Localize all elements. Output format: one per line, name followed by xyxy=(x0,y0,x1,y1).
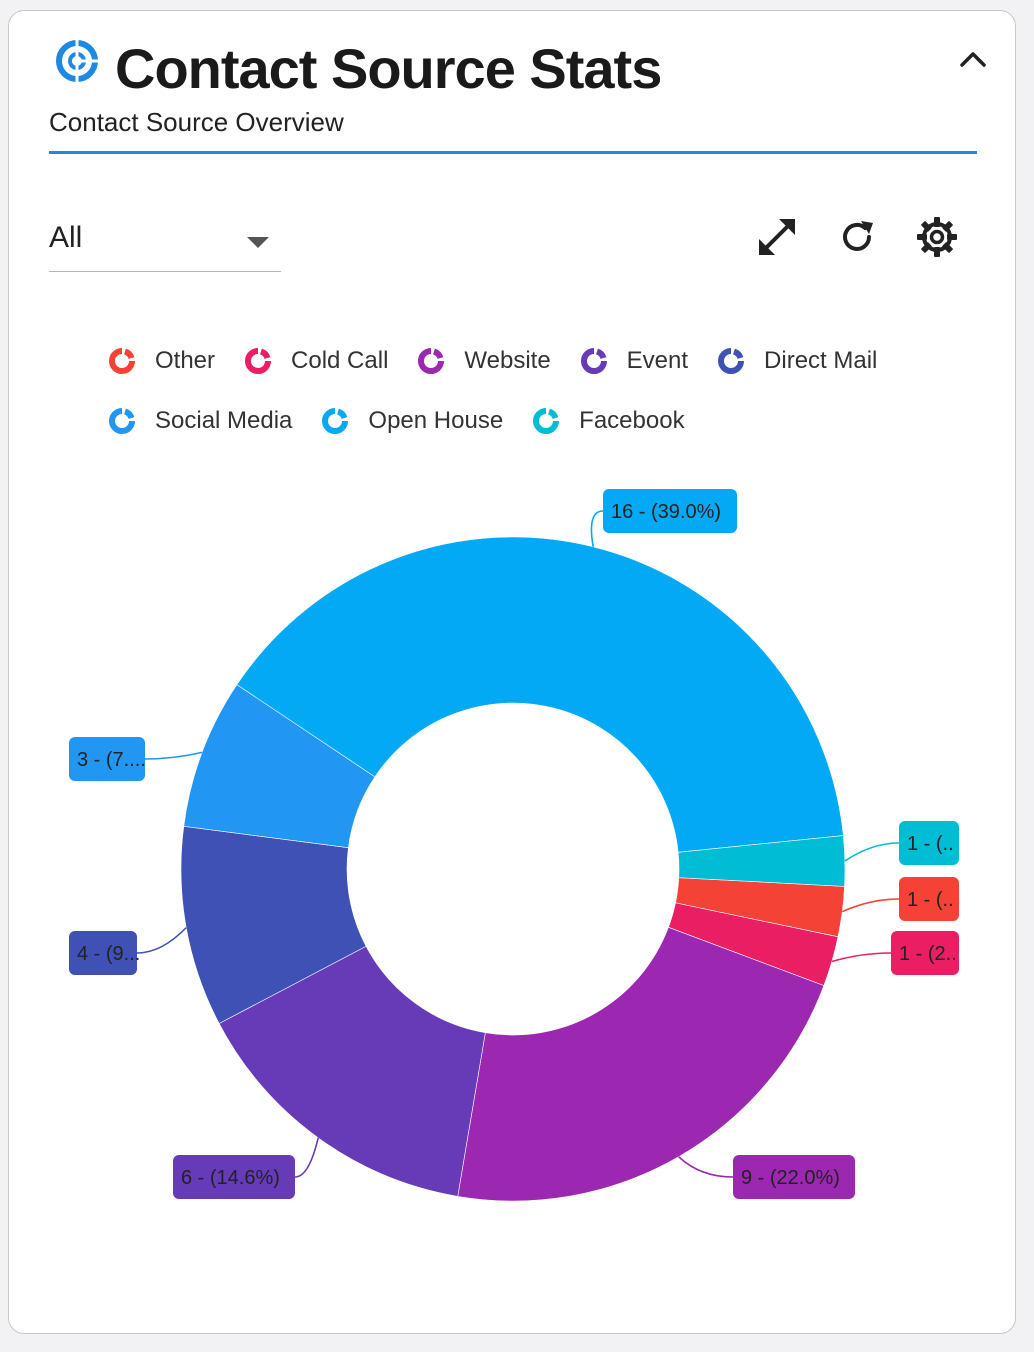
slice-facebook[interactable] xyxy=(677,835,846,887)
legend-item-website[interactable]: Website xyxy=(418,347,551,375)
chart-legend: Other Cold Call Website Event Direct Mail So… xyxy=(109,331,969,451)
data-label-box xyxy=(733,1155,855,1199)
legend-label: Other xyxy=(155,347,216,374)
legend-donut-icon xyxy=(418,348,445,374)
chevron-up-icon[interactable] xyxy=(955,41,991,77)
data-label-box xyxy=(899,821,959,865)
data-label-box xyxy=(69,931,137,975)
slice-website[interactable] xyxy=(457,926,825,1202)
legend-item-social-media[interactable]: Social Media xyxy=(109,407,292,435)
data-label-social-media: 3 - (7.... xyxy=(77,749,146,771)
legend-donut-icon xyxy=(109,348,135,374)
slice-event[interactable] xyxy=(218,945,486,1197)
legend-label: Event xyxy=(626,347,689,374)
data-label-facebook: 1 - (.. xyxy=(907,833,954,855)
legend-donut-icon xyxy=(533,408,560,434)
legend-label: Open House xyxy=(368,407,504,434)
legend-label: Facebook xyxy=(579,407,685,434)
data-label-box xyxy=(891,931,959,975)
legend-donut-icon xyxy=(245,348,272,374)
caret-down-icon xyxy=(247,237,269,248)
legend-item-facebook[interactable]: Facebook xyxy=(533,407,685,435)
legend-donut-icon xyxy=(322,408,349,434)
data-label-box xyxy=(173,1155,295,1199)
data-label-connector xyxy=(136,927,187,954)
data-label-connector xyxy=(144,751,203,760)
legend-label: Social Media xyxy=(155,407,293,434)
chart-donut-icon xyxy=(56,39,99,83)
data-label-direct-mail: 4 - (9... xyxy=(77,943,140,965)
data-label-other: 1 - (.. xyxy=(907,889,954,911)
data-label-connector xyxy=(678,1156,734,1178)
legend-item-other[interactable]: Other xyxy=(109,347,215,375)
legend-item-open-house[interactable]: Open House xyxy=(322,407,503,435)
source-filter-select[interactable]: All xyxy=(49,215,281,272)
data-label-connector xyxy=(831,952,892,963)
refresh-icon[interactable] xyxy=(833,213,881,261)
legend-item-direct-mail[interactable]: Direct Mail xyxy=(718,347,877,375)
data-label-open-house: 16 - (39.0%) xyxy=(611,501,721,523)
data-label-connector xyxy=(294,1137,319,1178)
data-label-box xyxy=(899,877,959,921)
data-label-connector xyxy=(841,898,900,913)
page-subtitle: Contact Source Overview xyxy=(49,107,344,137)
data-label-box xyxy=(69,737,145,781)
legend-label: Direct Mail xyxy=(764,347,878,374)
data-label-connector xyxy=(590,510,604,547)
stats-card: Contact Source Stats Contact Source Over… xyxy=(8,10,1016,1334)
data-label-website: 9 - (22.0%) xyxy=(741,1167,840,1189)
legend-item-cold-call[interactable]: Cold Call xyxy=(245,347,388,375)
expand-icon[interactable] xyxy=(753,213,801,261)
donut-chart: 1 - (.. 1 - (2.. 9 - (22.0%) 6 - (14.6%) 4 -… xyxy=(69,489,959,1202)
source-filter-value: All xyxy=(49,221,83,254)
page-title: Contact Source Stats xyxy=(115,37,662,100)
legend-label: Cold Call xyxy=(291,347,389,374)
data-label-connector xyxy=(844,842,900,862)
data-label-event: 6 - (14.6%) xyxy=(181,1167,280,1189)
data-label-box xyxy=(603,489,737,533)
title-divider xyxy=(49,151,977,154)
legend-donut-icon xyxy=(718,348,745,374)
legend-label: Website xyxy=(464,347,551,374)
legend-donut-icon xyxy=(109,408,135,434)
legend-item-event[interactable]: Event xyxy=(580,347,689,375)
gear-icon[interactable] xyxy=(913,213,961,261)
legend-donut-icon xyxy=(580,348,607,374)
data-label-cold-call: 1 - (2.. xyxy=(899,943,957,965)
slice-open-house[interactable] xyxy=(236,536,844,853)
